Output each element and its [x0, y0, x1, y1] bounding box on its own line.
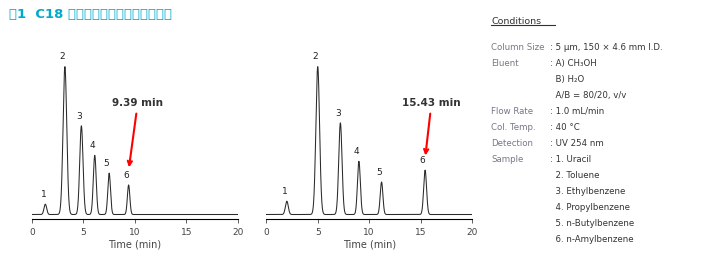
Text: 図1  C18 カラムとの保持パターン比較: 図1 C18 カラムとの保持パターン比較 [9, 8, 172, 21]
Text: : 40 °C: : 40 °C [550, 123, 580, 132]
Text: 6: 6 [123, 171, 129, 180]
Text: 1: 1 [41, 190, 47, 199]
Text: Sample: Sample [491, 155, 524, 164]
Text: 2: 2 [312, 53, 318, 61]
Text: 3: 3 [335, 109, 341, 118]
Text: 5: 5 [376, 168, 382, 177]
Text: 9.39 min: 9.39 min [112, 98, 163, 165]
Text: 4. Propylbenzene: 4. Propylbenzene [550, 203, 630, 212]
Text: 3: 3 [76, 112, 82, 121]
Text: Conditions: Conditions [491, 17, 542, 26]
Text: 4: 4 [89, 141, 95, 150]
Text: Column Size: Column Size [491, 43, 545, 52]
X-axis label: Time (min): Time (min) [343, 240, 395, 250]
Text: 15.43 min: 15.43 min [402, 98, 461, 153]
X-axis label: Time (min): Time (min) [109, 240, 161, 250]
Text: 5. n-Butylbenzene: 5. n-Butylbenzene [550, 219, 635, 228]
Text: Col. Temp.: Col. Temp. [491, 123, 536, 132]
Text: Detection: Detection [491, 139, 533, 148]
Text: 5: 5 [104, 159, 109, 168]
Text: 2: 2 [60, 53, 65, 61]
Text: A/B = 80/20, v/v: A/B = 80/20, v/v [550, 91, 627, 100]
Text: 6. n-Amylbenzene: 6. n-Amylbenzene [550, 235, 634, 244]
Text: : A) CH₃OH: : A) CH₃OH [550, 59, 597, 68]
Text: Eluent: Eluent [491, 59, 519, 68]
Text: 4: 4 [354, 147, 359, 156]
Text: : 5 μm, 150 × 4.6 mm I.D.: : 5 μm, 150 × 4.6 mm I.D. [550, 43, 663, 52]
Text: : UV 254 nm: : UV 254 nm [550, 139, 604, 148]
Text: : 1.0 mL/min: : 1.0 mL/min [550, 107, 604, 116]
Text: 3. Ethylbenzene: 3. Ethylbenzene [550, 187, 626, 196]
Text: 1: 1 [282, 187, 288, 196]
Text: : 1. Uracil: : 1. Uracil [550, 155, 591, 164]
Text: 6: 6 [420, 156, 425, 165]
Text: B) H₂O: B) H₂O [550, 75, 584, 84]
Text: Flow Rate: Flow Rate [491, 107, 533, 116]
Text: 2. Toluene: 2. Toluene [550, 171, 600, 180]
